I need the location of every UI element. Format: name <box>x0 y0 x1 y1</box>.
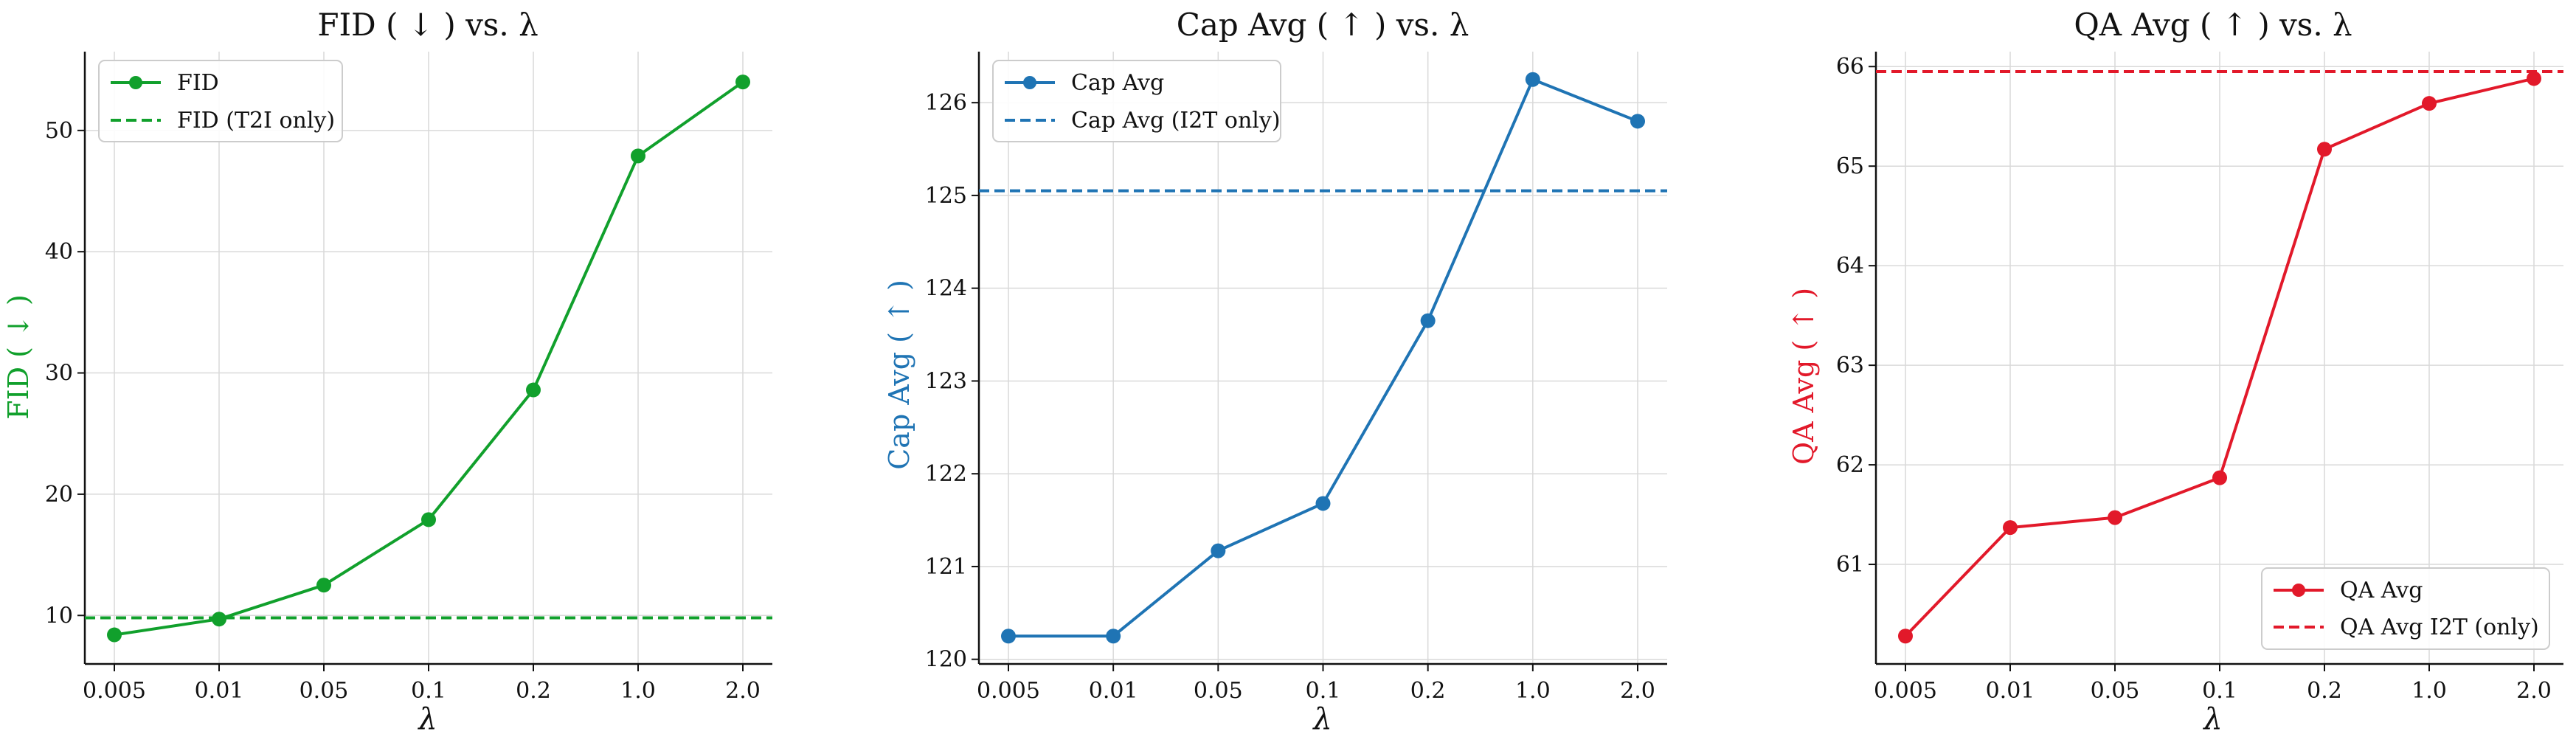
chart-title: Cap Avg ( ↑ ) vs. λ <box>1177 7 1469 43</box>
data-point <box>212 612 226 627</box>
data-point <box>735 75 750 90</box>
plot-area: 120 121 122 123 124 125 126 0.005 0.01 0.05 0.1 0.2… <box>925 52 1667 704</box>
x-tick-label: 1.0 <box>1515 678 1551 704</box>
x-tick-label: 0.2 <box>516 678 551 704</box>
x-tick-label: 1.0 <box>620 678 656 704</box>
x-tick-label: 1.0 <box>2411 678 2447 704</box>
y-tick-label: 50 <box>45 118 73 144</box>
legend-label-reference: QA Avg I2T (only) <box>2340 615 2539 640</box>
data-point <box>1525 72 1540 87</box>
legend-label-series: FID <box>177 70 219 96</box>
x-tick-label: 2.0 <box>1620 678 1655 704</box>
data-point <box>1106 629 1121 644</box>
legend-marker <box>2292 584 2305 597</box>
x-tick-label: 0.005 <box>1874 678 1937 704</box>
y-tick-label: 120 <box>925 647 967 673</box>
data-point <box>421 512 436 527</box>
x-tick-label: 0.05 <box>1194 678 1243 704</box>
data-point <box>1898 629 1913 644</box>
data-point <box>526 382 541 398</box>
data-point <box>2317 142 2332 157</box>
x-tick-label: 0.05 <box>2091 678 2140 704</box>
x-tick-label: 0.2 <box>2307 678 2342 704</box>
y-tick-label: 10 <box>45 603 73 629</box>
data-point <box>1315 496 1331 511</box>
data-point <box>1420 313 1436 328</box>
y-tick-label: 65 <box>1836 153 1864 179</box>
x-tick-label: 0.005 <box>977 678 1040 704</box>
data-point <box>316 578 331 593</box>
x-axis-label: λ <box>417 702 437 736</box>
data-point <box>107 627 122 643</box>
y-tick-label: 123 <box>925 368 967 394</box>
legend: QA Avg QA Avg I2T (only) <box>2261 567 2550 650</box>
x-axis-label: λ <box>1312 702 1332 736</box>
y-tick-label: 63 <box>1836 353 1864 378</box>
y-tick-label: 124 <box>925 276 967 302</box>
y-tick-label: 121 <box>925 554 967 580</box>
data-point <box>631 148 645 164</box>
y-tick-label: 126 <box>925 90 967 116</box>
x-tick-label: 0.005 <box>83 678 146 704</box>
x-axis-label: λ <box>2202 702 2222 736</box>
y-tick-label: 122 <box>925 461 967 487</box>
y-tick-label: 62 <box>1836 452 1864 478</box>
legend-label-reference: Cap Avg (I2T only) <box>1071 108 1281 134</box>
x-tick-label: 0.2 <box>1410 678 1446 704</box>
data-point <box>2212 470 2227 485</box>
legend-label-series: Cap Avg <box>1071 70 1164 96</box>
legend-label-series: QA Avg <box>2340 578 2423 603</box>
y-tick-label: 20 <box>45 482 73 508</box>
y-tick-label: 40 <box>45 239 73 265</box>
x-tick-label: 0.1 <box>1306 678 1341 704</box>
legend: FID FID (T2I only) <box>98 60 343 142</box>
y-axis-label: FID ( ↓ ) <box>2 294 35 420</box>
x-tick-label: 0.05 <box>300 678 349 704</box>
panel-fid: FID ( ↓ ) vs. λ λ FID ( ↓ ) 10 20 30 40 50 0.… <box>2 7 772 736</box>
data-point <box>2422 96 2437 111</box>
x-tick-label: 0.01 <box>195 678 244 704</box>
chart-title: QA Avg ( ↑ ) vs. λ <box>2074 7 2352 43</box>
y-axis-label: Cap Avg ( ↑ ) <box>883 280 915 470</box>
x-tick-label: 0.01 <box>1986 678 2035 704</box>
x-tick-label: 2.0 <box>2516 678 2552 704</box>
x-tick-label: 0.1 <box>411 678 446 704</box>
data-point <box>1211 543 1226 558</box>
x-tick-label: 0.01 <box>1089 678 1138 704</box>
data-point <box>1001 629 1016 644</box>
legend-box <box>992 60 1281 142</box>
data-point <box>1630 114 1645 129</box>
legend-marker <box>1023 76 1036 89</box>
y-tick-label: 64 <box>1836 253 1864 279</box>
chart-title: FID ( ↓ ) vs. λ <box>317 7 538 43</box>
legend-box <box>2261 567 2550 650</box>
data-point <box>2003 520 2018 536</box>
data-point <box>2108 510 2122 525</box>
y-tick-label: 30 <box>45 361 73 387</box>
legend-label-reference: FID (T2I only) <box>177 108 335 134</box>
panel-qa-avg: QA Avg ( ↑ ) vs. λ λ QA Avg ( ↑ ) 61 62 63… <box>1787 7 2563 736</box>
x-tick-label: 0.1 <box>2202 678 2237 704</box>
y-axis-label: QA Avg ( ↑ ) <box>1787 288 1820 465</box>
y-tick-label: 125 <box>925 183 967 209</box>
y-tick-label: 66 <box>1836 54 1864 80</box>
panel-cap-avg: Cap Avg ( ↑ ) vs. λ λ Cap Avg ( ↑ ) 1201… <box>883 7 1667 736</box>
legend-marker <box>129 76 142 89</box>
data-point <box>2527 71 2541 86</box>
plot-area: 61 62 63 64 65 66 0.005 0.01 0.05 0.1 0.2 1.0 2.0 <box>1836 52 2563 704</box>
y-tick-label: 61 <box>1836 552 1864 578</box>
legend: Cap Avg Cap Avg (I2T only) <box>992 60 1281 142</box>
plot-area: 10 20 30 40 50 0.005 0.01 0.05 0.1 0.2 1.0 2.0 <box>45 52 772 704</box>
x-tick-label: 2.0 <box>725 678 761 704</box>
